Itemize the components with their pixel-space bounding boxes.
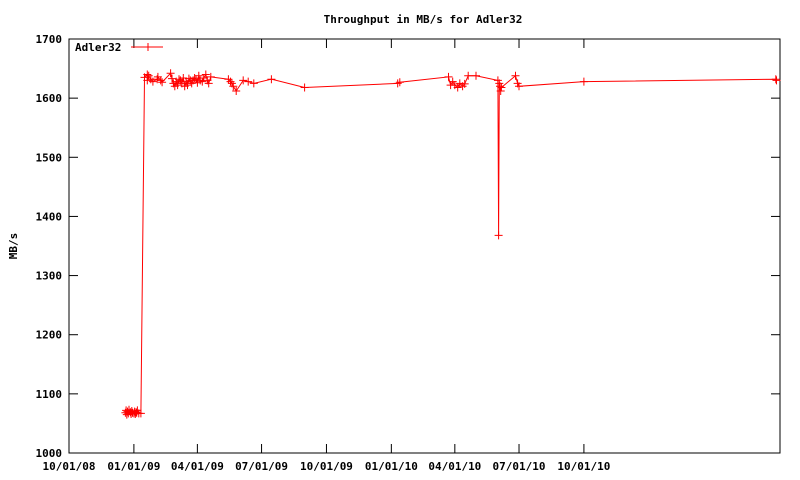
data-point: [249, 79, 258, 88]
data-point: [190, 74, 199, 82]
data-point: [136, 409, 145, 418]
data-point: [168, 74, 176, 83]
plot-frame: [68, 38, 781, 454]
data-point: [194, 71, 203, 80]
y-tick-label: 1300: [36, 270, 63, 283]
y-tick-label: 1600: [36, 92, 63, 105]
data-point: [579, 77, 588, 86]
data-point: [148, 77, 157, 86]
data-point: [244, 77, 253, 86]
data-point: [143, 76, 152, 85]
data-point: [175, 75, 183, 84]
data-point: [511, 71, 520, 80]
y-tick-label: 1100: [36, 388, 63, 401]
data-point: [496, 87, 505, 95]
y-tick-label: 1700: [36, 33, 63, 46]
data-point: [166, 69, 175, 78]
data-point: [771, 75, 780, 84]
x-tick-label: 04/01/09: [171, 460, 224, 473]
data-point: [395, 78, 404, 87]
data-point: [183, 81, 192, 90]
y-tick-label: 1400: [36, 210, 63, 223]
x-tick-label: 10/01/08: [43, 460, 96, 473]
chart-title: Throughput in MB/s for Adler32: [324, 13, 523, 26]
data-point: [464, 71, 473, 80]
data-point: [239, 76, 248, 85]
data-point: [300, 83, 309, 92]
data-point: [229, 82, 238, 91]
y-axis-label: MB/s: [7, 233, 20, 260]
y-tick-label: 1200: [36, 329, 63, 342]
data-point: [206, 72, 215, 81]
data-point: [460, 79, 469, 88]
data-point: [144, 71, 153, 80]
series-adler32: [121, 69, 781, 419]
data-point: [444, 72, 453, 81]
x-tick-label: 10/01/10: [557, 460, 610, 473]
data-point: [772, 76, 781, 85]
x-axis: 10/01/08 01/01/09 04/01/09 07/01/09 10/01/09…: [43, 39, 610, 473]
data-point: [393, 79, 402, 88]
data-point: [448, 77, 457, 86]
data-point: [515, 82, 523, 91]
data-point: [184, 74, 193, 83]
data-point: [198, 77, 207, 86]
data-point: [204, 79, 213, 88]
data-point: [472, 71, 480, 80]
y-axis: 1000 1100 1200 1300 1400 1500 1600 1700: [36, 33, 780, 460]
legend: Adler32: [75, 41, 163, 54]
legend-label: Adler32: [75, 41, 121, 54]
data-point: [232, 87, 241, 95]
y-tick-label: 1500: [36, 151, 63, 164]
legend-marker: [144, 43, 152, 51]
x-tick-label: 07/01/09: [235, 460, 288, 473]
data-point: [494, 231, 503, 240]
x-tick-label: 04/01/10: [428, 460, 481, 473]
x-tick-label: 10/01/09: [300, 460, 353, 473]
data-point: [156, 76, 165, 85]
data-point: [131, 410, 140, 418]
data-point: [267, 75, 276, 84]
data-point: [158, 78, 167, 87]
data-point: [497, 83, 506, 92]
x-tick-label: 07/01/10: [493, 460, 546, 473]
data-point: [201, 70, 210, 79]
y-tick-label: 1000: [36, 447, 63, 460]
x-tick-label: 01/01/10: [365, 460, 418, 473]
data-point: [173, 81, 182, 90]
x-tick-label: 01/01/09: [107, 460, 160, 473]
series-line: [124, 72, 777, 416]
data-point: [226, 77, 235, 86]
data-point: [496, 82, 504, 91]
data-point: [453, 83, 462, 92]
